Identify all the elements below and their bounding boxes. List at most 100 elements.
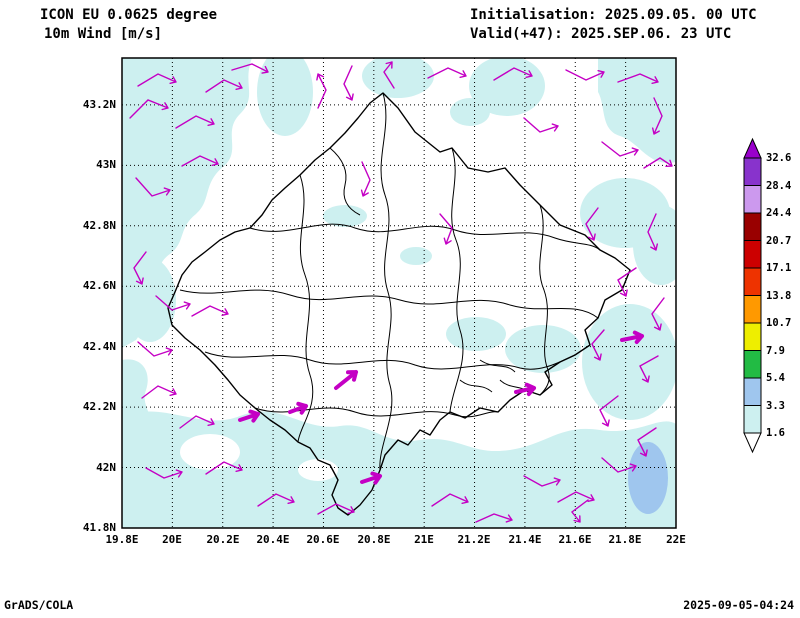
wind-vector [647, 213, 658, 251]
wind-vector [135, 177, 171, 197]
wind-vector [585, 207, 599, 241]
colorbar-segment [743, 267, 762, 296]
model-title: ICON EU 0.0625 degree [40, 7, 218, 23]
wind-vector [137, 341, 173, 357]
wind-vector [617, 267, 637, 297]
x-tick-label: 19.8E [105, 533, 139, 546]
wind-vector [145, 467, 183, 479]
wind-vector [651, 297, 665, 331]
calm-shade-patch [633, 205, 676, 285]
municipality-border [459, 379, 493, 393]
colorbar-segment [743, 212, 762, 241]
wind-vector [155, 295, 191, 311]
wind-vector [191, 305, 229, 317]
municipality-border [204, 351, 576, 370]
colorbar-segment [743, 322, 762, 351]
shade-hole [180, 434, 240, 470]
calm-shade-patch [469, 58, 545, 116]
grid-lines [122, 58, 676, 528]
wind-vector [599, 395, 619, 427]
wind-vector [637, 427, 657, 457]
y-tick-label: 42N [96, 461, 116, 474]
calm-shade-patch [446, 317, 506, 351]
x-tick-label: 22E [666, 533, 686, 546]
calm-shade-patch [400, 247, 432, 265]
colorbar-segment [743, 377, 762, 406]
colorbar-label: 17.1 [766, 262, 792, 274]
calm-shade-patch [598, 58, 676, 163]
wind-vector [316, 73, 327, 109]
x-tick-label: 20.4E [256, 533, 290, 546]
wind-vector [133, 251, 147, 285]
wind-vector [439, 213, 453, 245]
wind-vector [205, 79, 243, 93]
colorbar-segment [743, 240, 762, 269]
municipality-border [449, 147, 464, 413]
wind-vector [181, 155, 219, 167]
wind-vector [639, 355, 659, 383]
calm-shade-patch [323, 205, 367, 227]
y-tick-label: 41.8N [82, 521, 116, 534]
wind-vector [571, 499, 589, 523]
colorbar-label: 32.6 [766, 152, 792, 164]
colorbar-label: 20.7 [766, 235, 792, 247]
y-tick-label: 43N [96, 158, 116, 171]
wind-shading-layer [122, 58, 676, 528]
x-tick-label: 20E [162, 533, 182, 546]
field-title: 10m Wind [m/s] [44, 26, 163, 42]
wind-vector [601, 141, 639, 157]
municipality-border [179, 289, 599, 319]
init-time: Initialisation: 2025.09.05. 00 UTC [470, 7, 757, 23]
y-tick-label: 42.2N [82, 400, 116, 413]
calm-shade-patch [582, 304, 676, 420]
x-tick-label: 21.6E [558, 533, 592, 546]
wind-vector [620, 330, 644, 344]
wind-vector [288, 401, 308, 415]
x-tick-label: 20.6E [306, 533, 340, 546]
y-tick-label: 43.2N [82, 98, 116, 111]
wind-vector [431, 493, 469, 507]
wind-vector [129, 99, 169, 119]
wind-vector [427, 67, 467, 79]
valid-time: Valid(+47): 2025.SEP.06. 23 UTC [470, 26, 732, 42]
calm-shade-patch [122, 411, 676, 528]
colorbar-segment [743, 157, 762, 186]
colorbar-label: 7.9 [766, 345, 785, 357]
x-tick-label: 21.8E [608, 533, 642, 546]
x-tick-label: 20.8E [357, 533, 391, 546]
wind-vector [317, 503, 355, 515]
municipality-border [254, 407, 499, 418]
wind-vector [360, 161, 371, 197]
colorbar-segment [743, 405, 762, 434]
wind-vector [523, 475, 561, 487]
colorbar-label: 1.6 [766, 427, 785, 439]
wind-vector [523, 117, 559, 133]
calm-shade-patch [124, 258, 176, 342]
municipality-border [499, 379, 531, 395]
wind-vector [514, 382, 536, 397]
wind-vector [643, 157, 673, 169]
x-tick-label: 21.2E [457, 533, 491, 546]
wind-vector [175, 115, 215, 129]
calm-shade-patch [362, 58, 434, 98]
wind-vector [383, 61, 395, 89]
wind-vector [179, 415, 215, 429]
colorbar-segment [743, 295, 762, 324]
x-tick-label: 21.4E [508, 533, 542, 546]
y-tick-label: 42.4N [82, 340, 116, 353]
wind-vector [493, 67, 533, 81]
wind-vector [360, 471, 382, 485]
wind-vectors-layer [129, 61, 673, 523]
colorbar-label: 13.8 [766, 290, 792, 302]
municipality-border [249, 223, 601, 251]
x-tick-label: 20.2E [206, 533, 240, 546]
municipality-border [539, 204, 550, 396]
wind-vector [231, 63, 269, 74]
wind-vector [257, 493, 295, 507]
grads-credit: GrADS/COLA [4, 598, 74, 612]
wind-vector [205, 461, 243, 475]
colorbar-segment [743, 185, 762, 214]
municipality-border [479, 359, 516, 373]
kosovo-borders [167, 92, 631, 516]
